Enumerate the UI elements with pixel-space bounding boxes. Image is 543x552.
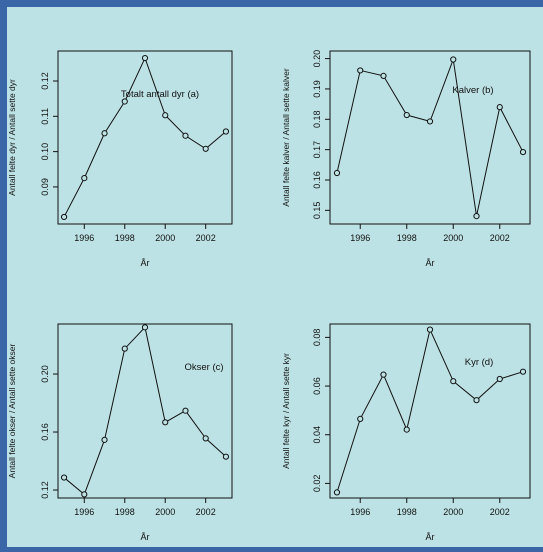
data-point	[380, 371, 387, 378]
data-point	[333, 169, 341, 177]
series-line	[63, 326, 227, 496]
data-point	[202, 145, 209, 152]
x-tick-label: 1998	[397, 507, 417, 517]
data-point	[162, 112, 169, 119]
data-point	[101, 436, 108, 443]
x-tick-label: 1996	[350, 507, 370, 517]
data-point	[357, 67, 364, 74]
plot-box	[329, 323, 531, 499]
x-axis-title: År	[426, 258, 435, 268]
y-tick-label: 0.11	[40, 108, 50, 125]
data-point	[380, 72, 387, 79]
x-tick-label: 1996	[74, 507, 94, 517]
panel-annotation: Kyr (d)	[465, 357, 494, 368]
data-point	[81, 175, 88, 182]
data-point	[141, 324, 149, 331]
y-tick-label: 0.15	[312, 202, 322, 220]
data-point	[101, 130, 108, 137]
data-point	[426, 326, 434, 333]
plot-box	[329, 50, 531, 225]
series-line	[336, 57, 524, 217]
y-axis-title: Antall felte kalver / Antall sette kalve…	[281, 68, 291, 207]
data-point	[60, 213, 68, 221]
panel-annotation: Totalt antall dyr (a)	[121, 89, 199, 100]
x-tick-label: 2000	[155, 507, 175, 517]
data-point	[121, 98, 128, 105]
data-point	[357, 415, 364, 423]
data-point	[473, 397, 480, 404]
y-tick-label: 0.20	[312, 50, 322, 68]
y-tick-label: 0.16	[40, 423, 50, 441]
data-point	[403, 426, 410, 433]
plot-box	[57, 323, 233, 499]
y-tick-label: 0.17	[312, 141, 322, 159]
data-point	[519, 368, 527, 375]
panel-annotation: Kalver (b)	[452, 85, 493, 96]
y-tick-label: 0.04	[312, 426, 322, 444]
data-point	[182, 132, 189, 139]
x-axis-title: År	[141, 258, 150, 268]
series-line	[63, 56, 227, 218]
y-tick-label: 0.16	[312, 171, 322, 189]
y-tick-label: 0.08	[312, 329, 322, 347]
y-tick-label: 0.02	[312, 475, 322, 493]
x-axis-title: År	[426, 532, 435, 542]
panel-3: 1996 1998 2000 2002 0.12 0.16 0.20 År Antall fel…	[7, 323, 233, 542]
data-point	[60, 474, 68, 481]
y-tick-label: 0.12	[40, 481, 50, 499]
x-tick-label: 2002	[490, 507, 510, 517]
figure-frame: 1996 1998 2000 2002 0.09 0.10 0.11 0.12 År Antall…	[7, 7, 543, 547]
data-point	[182, 407, 189, 414]
y-axis-title: Antall felte kyr / Antall sette kyr	[281, 353, 291, 469]
data-point	[403, 111, 410, 119]
series-line	[336, 328, 524, 493]
data-point	[141, 54, 149, 62]
panel-4: 1996 1998 2000 2002 0.02 0.04 0.06 0.08 År Antall…	[281, 323, 531, 542]
y-tick-label: 0.18	[312, 111, 322, 129]
panel-2: 1996 1998 2000 2002 0.15 0.16 0.17 0.18 0.19 0.20…	[281, 50, 531, 268]
panel-1: 1996 1998 2000 2002 0.09 0.10 0.11 0.12 År Antall…	[7, 50, 233, 268]
data-point	[162, 419, 169, 426]
x-tick-label: 2002	[196, 233, 216, 243]
x-tick-label: 2000	[443, 233, 463, 243]
y-tick-label: 0.09	[40, 178, 50, 196]
data-point	[450, 56, 457, 63]
x-tick-label: 1998	[115, 507, 135, 517]
y-tick-label: 0.06	[312, 377, 322, 395]
data-point	[222, 128, 230, 135]
data-point	[496, 375, 503, 383]
data-point	[202, 435, 209, 442]
x-tick-label: 2000	[443, 507, 463, 517]
data-point	[222, 453, 230, 460]
y-tick-label: 0.12	[40, 72, 50, 90]
data-point	[426, 118, 434, 125]
data-point	[333, 489, 341, 496]
data-point	[450, 378, 457, 385]
y-axis-title: Antall felte okser / Antall sette okser	[7, 344, 17, 479]
x-tick-label: 1998	[115, 233, 135, 243]
x-tick-label: 1996	[350, 233, 370, 243]
x-tick-label: 2000	[155, 233, 175, 243]
x-tick-label: 2002	[490, 233, 510, 243]
y-axis-title: Antall felte dyr / Antall sette dyr	[7, 79, 17, 196]
y-tick-label: 0.20	[40, 365, 50, 383]
y-tick-label: 0.10	[40, 143, 50, 161]
x-tick-label: 1998	[397, 233, 417, 243]
x-axis-title: År	[141, 532, 150, 542]
y-tick-label: 0.19	[312, 80, 322, 98]
figure-svg: 1996 1998 2000 2002 0.09 0.10 0.11 0.12 År Antall…	[7, 50, 531, 542]
data-point	[519, 148, 527, 156]
data-point	[496, 104, 503, 111]
x-tick-label: 2002	[196, 507, 216, 517]
plot-box	[57, 50, 233, 225]
x-tick-label: 1996	[74, 233, 94, 243]
panel-annotation: Okser (c)	[184, 362, 223, 373]
data-point	[121, 345, 128, 352]
data-point	[473, 213, 480, 220]
data-point	[81, 491, 88, 498]
